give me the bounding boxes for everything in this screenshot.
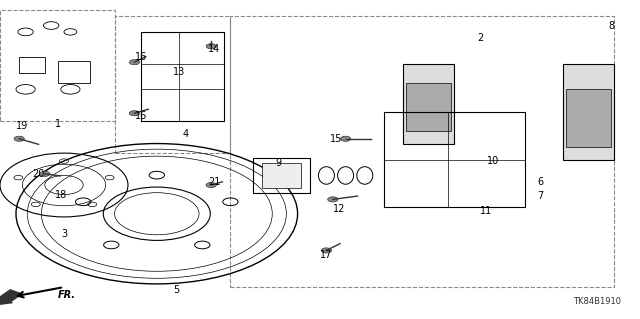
Text: 21: 21	[208, 177, 221, 187]
Text: 3: 3	[61, 229, 67, 240]
Text: 2: 2	[477, 33, 483, 43]
Text: 6: 6	[538, 177, 544, 187]
Circle shape	[129, 111, 140, 116]
Text: 19: 19	[16, 121, 29, 131]
FancyArrow shape	[0, 290, 22, 305]
Text: 8: 8	[608, 20, 614, 31]
Text: 13: 13	[173, 67, 186, 77]
Bar	[262, 163, 301, 188]
Text: 7: 7	[538, 191, 544, 201]
Bar	[566, 89, 611, 147]
Text: 5: 5	[173, 285, 179, 295]
Text: 20: 20	[32, 169, 45, 179]
Bar	[230, 16, 614, 287]
Circle shape	[328, 197, 338, 202]
Bar	[403, 64, 454, 144]
Circle shape	[206, 182, 216, 188]
Text: 11: 11	[480, 205, 493, 216]
Circle shape	[14, 136, 24, 141]
Text: TK84B1910: TK84B1910	[573, 297, 621, 306]
Text: 17: 17	[320, 250, 333, 260]
Text: 16: 16	[134, 111, 147, 122]
Bar	[0, 10, 115, 121]
Bar	[253, 158, 310, 193]
Text: 9: 9	[275, 158, 282, 168]
Text: 10: 10	[486, 156, 499, 166]
Text: 4: 4	[182, 129, 189, 139]
Circle shape	[206, 44, 216, 49]
Bar	[58, 61, 90, 83]
Circle shape	[40, 171, 50, 176]
Text: 14: 14	[208, 44, 221, 55]
Bar	[563, 64, 614, 160]
Circle shape	[129, 60, 140, 65]
Text: 16: 16	[134, 52, 147, 63]
Text: 1: 1	[54, 119, 61, 130]
Bar	[115, 16, 230, 153]
Text: 12: 12	[333, 204, 346, 214]
Text: 18: 18	[54, 189, 67, 200]
Text: 15: 15	[330, 134, 342, 144]
Text: FR.: FR.	[58, 290, 76, 300]
Bar	[406, 83, 451, 131]
Circle shape	[321, 248, 332, 253]
Bar	[19, 57, 45, 73]
Circle shape	[340, 136, 351, 141]
